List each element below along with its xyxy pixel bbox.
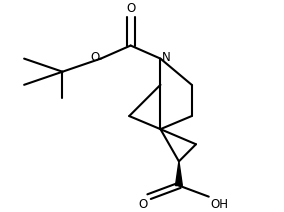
- Text: OH: OH: [210, 198, 228, 211]
- Text: N: N: [162, 51, 171, 64]
- Polygon shape: [176, 161, 182, 186]
- Text: O: O: [138, 198, 148, 211]
- Text: O: O: [126, 2, 135, 15]
- Text: O: O: [90, 51, 99, 64]
